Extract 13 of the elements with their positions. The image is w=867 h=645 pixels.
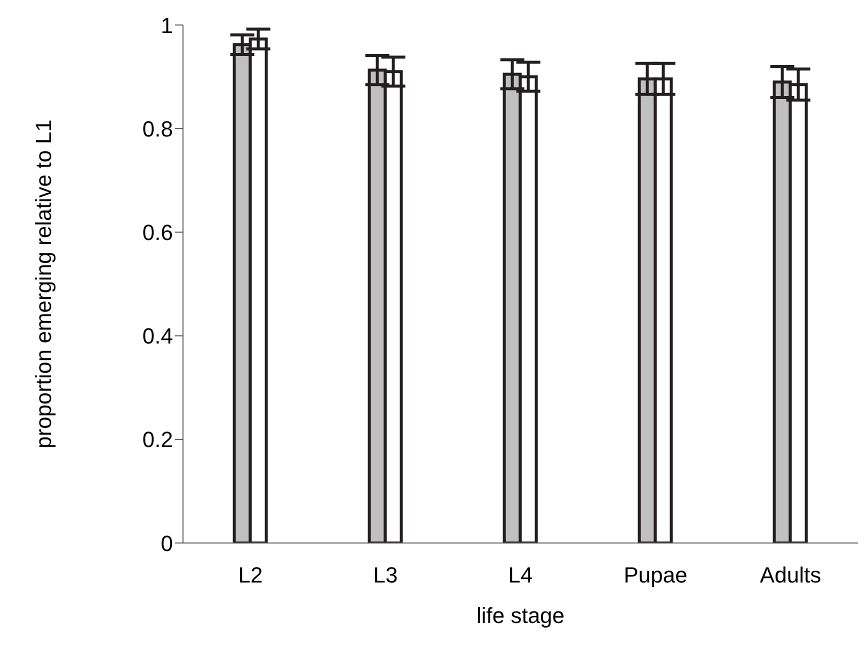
- x-tick-label: L4: [508, 562, 533, 588]
- y-tick-label: 0.6: [142, 220, 173, 246]
- x-axis-title: life stage: [476, 603, 565, 628]
- y-tick-label: 0: [160, 530, 173, 556]
- x-tick-label: Adults: [760, 562, 822, 588]
- x-tick-label: Pupae: [624, 562, 688, 588]
- x-tick-label: L3: [373, 562, 398, 588]
- y-tick-label: 0.2: [142, 427, 173, 452]
- y-tick-label: 1: [160, 12, 173, 38]
- y-tick-label: 0.8: [142, 116, 173, 142]
- x-tick-label: L2: [238, 562, 263, 588]
- y-axis-title: proportion emerging relative to L1: [30, 120, 56, 448]
- y-tick-label: 0.4: [142, 324, 173, 349]
